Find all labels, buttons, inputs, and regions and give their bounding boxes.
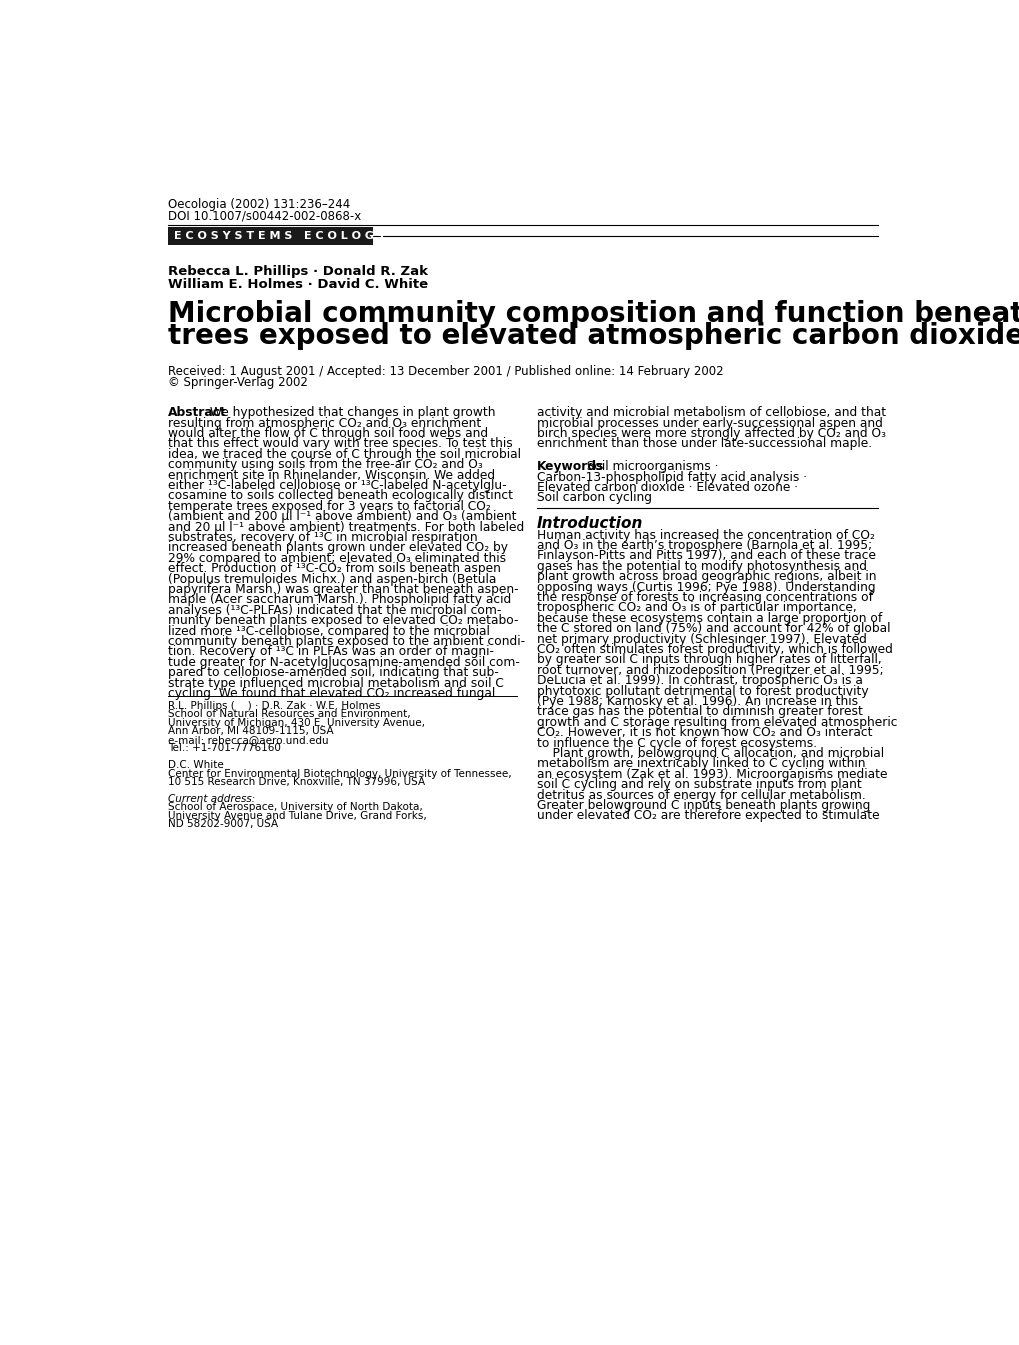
Text: School of Natural Resources and Environment,: School of Natural Resources and Environm…	[168, 709, 410, 720]
Text: e-mail: rebecca@aero.und.edu: e-mail: rebecca@aero.und.edu	[168, 734, 328, 745]
Text: CO₂ often stimulates forest productivity, which is followed: CO₂ often stimulates forest productivity…	[536, 643, 892, 656]
Text: papyrifera Marsh.) was greater than that beneath aspen-: papyrifera Marsh.) was greater than that…	[168, 582, 518, 596]
Text: Abstract: Abstract	[168, 406, 226, 420]
Text: to influence the C cycle of forest ecosystems.: to influence the C cycle of forest ecosy…	[536, 737, 816, 749]
Text: and 20 μl l⁻¹ above ambient) treatments. For both labeled: and 20 μl l⁻¹ above ambient) treatments.…	[168, 521, 524, 534]
Text: Soil microorganisms ·: Soil microorganisms ·	[578, 460, 717, 473]
Text: and O₃ in the earth’s troposphere (Barnola et al. 1995;: and O₃ in the earth’s troposphere (Barno…	[536, 539, 871, 551]
Text: Rebecca L. Phillips · Donald R. Zak: Rebecca L. Phillips · Donald R. Zak	[168, 265, 427, 278]
Text: because these ecosystems contain a large proportion of: because these ecosystems contain a large…	[536, 612, 881, 625]
Text: growth and C storage resulting from elevated atmospheric: growth and C storage resulting from elev…	[536, 716, 897, 729]
Text: analyses (¹³C-PLFAs) indicated that the microbial com-: analyses (¹³C-PLFAs) indicated that the …	[168, 604, 500, 617]
Text: the response of forests to increasing concentrations of: the response of forests to increasing co…	[536, 590, 872, 604]
Text: maple (Acer saccharum Marsh.). Phospholipid fatty acid: maple (Acer saccharum Marsh.). Phospholi…	[168, 593, 511, 607]
Text: Received: 1 August 2001 / Accepted: 13 December 2001 / Published online: 14 Febr: Received: 1 August 2001 / Accepted: 13 D…	[168, 364, 722, 378]
Text: We hypothesized that changes in plant growth: We hypothesized that changes in plant gr…	[206, 406, 495, 420]
Text: pared to cellobiose-amended soil, indicating that sub-: pared to cellobiose-amended soil, indica…	[168, 666, 498, 679]
Text: University of Michigan, 430 E. University Avenue,: University of Michigan, 430 E. Universit…	[168, 718, 424, 728]
Text: Center for Environmental Biotechnology, University of Tennessee,: Center for Environmental Biotechnology, …	[168, 768, 511, 779]
Bar	[168, 227, 373, 245]
Text: Soil carbon cycling: Soil carbon cycling	[536, 491, 651, 504]
Text: Elevated carbon dioxide · Elevated ozone ·: Elevated carbon dioxide · Elevated ozone…	[536, 482, 797, 494]
Text: Tel.: +1-701-7776160: Tel.: +1-701-7776160	[168, 744, 280, 753]
Text: Keywords: Keywords	[536, 460, 603, 473]
Text: cosamine to soils collected beneath ecologically distinct: cosamine to soils collected beneath ecol…	[168, 490, 513, 503]
Text: E C O S Y S T E M S   E C O L O G Y: E C O S Y S T E M S E C O L O G Y	[174, 231, 385, 241]
Text: enrichment site in Rhinelander, Wisconsin. We added: enrichment site in Rhinelander, Wisconsi…	[168, 468, 494, 482]
Text: plant growth across broad geographic regions, albeit in: plant growth across broad geographic reg…	[536, 570, 875, 584]
Text: Human activity has increased the concentration of CO₂: Human activity has increased the concent…	[536, 529, 873, 542]
Text: tude greater for N-acetylglucosamine-amended soil com-: tude greater for N-acetylglucosamine-ame…	[168, 656, 519, 668]
Text: phytotoxic pollutant detrimental to forest productivity: phytotoxic pollutant detrimental to fore…	[536, 685, 867, 698]
Text: under elevated CO₂ are therefore expected to stimulate: under elevated CO₂ are therefore expecte…	[536, 810, 878, 822]
Text: trace gas has the potential to diminish greater forest: trace gas has the potential to diminish …	[536, 705, 862, 718]
Text: lized more ¹³C-cellobiose, compared to the microbial: lized more ¹³C-cellobiose, compared to t…	[168, 624, 489, 638]
Text: © Springer-Verlag 2002: © Springer-Verlag 2002	[168, 377, 308, 389]
Text: strate type influenced microbial metabolism and soil C: strate type influenced microbial metabol…	[168, 677, 503, 690]
Text: temperate trees exposed for 3 years to factorial CO₂: temperate trees exposed for 3 years to f…	[168, 500, 490, 512]
Text: by greater soil C inputs through higher rates of litterfall,: by greater soil C inputs through higher …	[536, 654, 880, 666]
Text: DOI 10.1007/s00442-002-0868-x: DOI 10.1007/s00442-002-0868-x	[168, 210, 361, 223]
Text: cycling. We found that elevated CO₂ increased fungal: cycling. We found that elevated CO₂ incr…	[168, 687, 494, 699]
Text: idea, we traced the course of C through the soil microbial: idea, we traced the course of C through …	[168, 448, 521, 461]
Text: (Populus tremuloides Michx.) and aspen-birch (Betula: (Populus tremuloides Michx.) and aspen-b…	[168, 573, 495, 585]
Text: Introduction: Introduction	[536, 515, 642, 530]
Text: Carbon-13-phospholipid fatty acid analysis ·: Carbon-13-phospholipid fatty acid analys…	[536, 471, 806, 484]
Text: tropospheric CO₂ and O₃ is of particular importance,: tropospheric CO₂ and O₃ is of particular…	[536, 601, 856, 615]
Text: opposing ways (Curtis 1996; Pye 1988). Understanding: opposing ways (Curtis 1996; Pye 1988). U…	[536, 581, 874, 593]
Text: an ecosystem (Zak et al. 1993). Microorganisms mediate: an ecosystem (Zak et al. 1993). Microorg…	[536, 768, 887, 781]
Text: enrichment than those under late-successional maple.: enrichment than those under late-success…	[536, 437, 871, 451]
Text: root turnover, and rhizodeposition (Pregitzer et al. 1995;: root turnover, and rhizodeposition (Preg…	[536, 664, 882, 677]
Text: D.C. White: D.C. White	[168, 760, 223, 771]
Text: DeLucia et al. 1999). In contrast, tropospheric O₃ is a: DeLucia et al. 1999). In contrast, tropo…	[536, 674, 862, 687]
Text: munity beneath plants exposed to elevated CO₂ metabo-: munity beneath plants exposed to elevate…	[168, 615, 518, 627]
Text: community beneath plants exposed to the ambient condi-: community beneath plants exposed to the …	[168, 635, 525, 648]
Text: net primary productivity (Schlesinger 1997). Elevated: net primary productivity (Schlesinger 19…	[536, 632, 866, 646]
Text: Oecologia (2002) 131:236–244: Oecologia (2002) 131:236–244	[168, 198, 350, 211]
Text: trees exposed to elevated atmospheric carbon dioxide and ozone: trees exposed to elevated atmospheric ca…	[168, 321, 1019, 350]
Text: would alter the flow of C through soil food webs and: would alter the flow of C through soil f…	[168, 428, 487, 440]
Text: birch species were more strongly affected by CO₂ and O₃: birch species were more strongly affecte…	[536, 428, 884, 440]
Text: either ¹³C-labeled cellobiose or ¹³C-labeled N-acetylglu-: either ¹³C-labeled cellobiose or ¹³C-lab…	[168, 479, 505, 492]
Text: CO₂. However, it is not known how CO₂ and O₃ interact: CO₂. However, it is not known how CO₂ an…	[536, 726, 871, 740]
Text: Greater belowground C inputs beneath plants growing: Greater belowground C inputs beneath pla…	[536, 799, 869, 812]
Text: Ann Arbor, MI 48109-1115, USA: Ann Arbor, MI 48109-1115, USA	[168, 726, 333, 736]
Text: School of Aerospace, University of North Dakota,: School of Aerospace, University of North…	[168, 803, 422, 812]
Text: substrates, recovery of ¹³C in microbial respiration: substrates, recovery of ¹³C in microbial…	[168, 531, 477, 543]
Text: R.L. Phillips (    ) · D.R. Zak · W.E. Holmes: R.L. Phillips ( ) · D.R. Zak · W.E. Holm…	[168, 701, 380, 710]
Text: (ambient and 200 μl l⁻¹ above ambient) and O₃ (ambient: (ambient and 200 μl l⁻¹ above ambient) a…	[168, 510, 516, 523]
Text: University Avenue and Tulane Drive, Grand Forks,: University Avenue and Tulane Drive, Gran…	[168, 811, 426, 820]
Text: community using soils from the free-air CO₂ and O₃: community using soils from the free-air …	[168, 459, 482, 471]
Text: effect. Production of ¹³C-CO₂ from soils beneath aspen: effect. Production of ¹³C-CO₂ from soils…	[168, 562, 500, 576]
Text: detritus as sources of energy for cellular metabolism.: detritus as sources of energy for cellul…	[536, 788, 864, 802]
Text: Plant growth, belowground C allocation, and microbial: Plant growth, belowground C allocation, …	[536, 746, 882, 760]
Text: microbial processes under early-successional aspen and: microbial processes under early-successi…	[536, 417, 881, 429]
Text: activity and microbial metabolism of cellobiose, and that: activity and microbial metabolism of cel…	[536, 406, 884, 420]
Text: ND 58202-9007, USA: ND 58202-9007, USA	[168, 819, 277, 830]
Text: Microbial community composition and function beneath temperate: Microbial community composition and func…	[168, 300, 1019, 328]
Text: tion. Recovery of ¹³C in PLFAs was an order of magni-: tion. Recovery of ¹³C in PLFAs was an or…	[168, 646, 493, 658]
Text: resulting from atmospheric CO₂ and O₃ enrichment: resulting from atmospheric CO₂ and O₃ en…	[168, 417, 481, 429]
Text: gases has the potential to modify photosynthesis and: gases has the potential to modify photos…	[536, 560, 866, 573]
Text: the C stored on land (75%) and account for 42% of global: the C stored on land (75%) and account f…	[536, 623, 890, 635]
Text: Finlayson-Pitts and Pitts 1997), and each of these trace: Finlayson-Pitts and Pitts 1997), and eac…	[536, 550, 875, 562]
Text: 10 515 Research Drive, Knoxville, TN 37996, USA: 10 515 Research Drive, Knoxville, TN 379…	[168, 777, 425, 787]
Text: increased beneath plants grown under elevated CO₂ by: increased beneath plants grown under ele…	[168, 542, 507, 554]
Text: 29% compared to ambient; elevated O₃ eliminated this: 29% compared to ambient; elevated O₃ eli…	[168, 551, 505, 565]
Text: that this effect would vary with tree species. To test this: that this effect would vary with tree sp…	[168, 437, 513, 451]
Text: soil C cycling and rely on substrate inputs from plant: soil C cycling and rely on substrate inp…	[536, 779, 861, 791]
Text: Current address:: Current address:	[168, 794, 255, 804]
Text: metabolism are inextricably linked to C cycling within: metabolism are inextricably linked to C …	[536, 757, 864, 771]
Text: (Pye 1988; Karnosky et al. 1996). An increase in this: (Pye 1988; Karnosky et al. 1996). An inc…	[536, 695, 857, 707]
Text: William E. Holmes · David C. White: William E. Holmes · David C. White	[168, 278, 428, 292]
